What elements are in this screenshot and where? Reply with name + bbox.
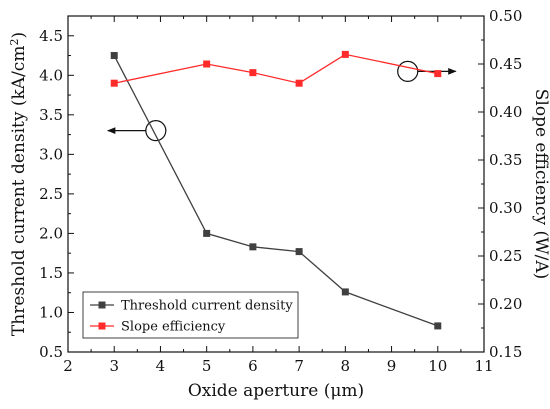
data-point-slope xyxy=(110,79,118,87)
x-tick-label: 10 xyxy=(428,357,447,375)
y-left-tick-label: 2.0 xyxy=(39,224,63,242)
y-right-tick-label: 0.50 xyxy=(489,7,522,25)
data-point-slope xyxy=(295,79,303,87)
y-right-tick-label: 0.40 xyxy=(489,103,522,121)
y-left-axis-title: Threshold current density (kA/cm2) xyxy=(8,32,30,336)
legend-box xyxy=(82,291,299,339)
legend-marker-threshold xyxy=(98,301,106,309)
y-left-tick-label: 3.0 xyxy=(39,145,63,163)
y-left-tick-label: 2.5 xyxy=(39,185,63,203)
x-tick-label: 3 xyxy=(109,357,119,375)
data-point-threshold xyxy=(110,52,118,60)
y-right-axis-title: Slope efficiency (W/A) xyxy=(531,89,550,279)
series-line-slope xyxy=(114,53,438,84)
data-point-slope xyxy=(434,70,442,78)
legend-marker-slope xyxy=(98,322,106,330)
data-point-threshold xyxy=(203,229,211,237)
y-right-tick-label: 0.30 xyxy=(489,199,522,217)
data-point-threshold xyxy=(434,322,442,330)
y-left-tick-label: 3.5 xyxy=(39,106,63,124)
x-tick-label: 4 xyxy=(156,357,166,375)
annotation-circle xyxy=(397,60,419,82)
axis-ticks: 2 3 4 5 6 7 8 9 10 11 0.5 1.0 1.5 2.0 2.5 3.0 3.5 4.0 4.5 0… xyxy=(39,7,522,375)
x-axis-title: Oxide aperture (μm) xyxy=(188,381,364,401)
y-right-tick-label: 0.45 xyxy=(489,55,522,73)
y-right-tick-label: 0.15 xyxy=(489,343,522,361)
y-right-tick-label: 0.20 xyxy=(489,295,522,313)
legend: Threshold current density Slope efficien… xyxy=(82,291,299,339)
y-left-tick-label: 4.5 xyxy=(39,27,63,45)
y-right-tick-label: 0.35 xyxy=(489,151,522,169)
legend-label-threshold: Threshold current density xyxy=(121,299,293,314)
x-tick-label: 5 xyxy=(202,357,212,375)
data-point-slope xyxy=(249,69,257,77)
data-point-slope xyxy=(203,60,211,68)
y-left-tick-label: 4.0 xyxy=(39,66,63,84)
data-point-slope xyxy=(341,50,349,58)
x-tick-label: 2 xyxy=(63,357,73,375)
y-left-tick-label: 0.5 xyxy=(39,343,63,361)
data-point-threshold xyxy=(341,288,349,296)
annotation-circle xyxy=(145,120,167,142)
data-point-threshold xyxy=(249,243,257,251)
series-layer xyxy=(110,50,442,330)
y-right-tick-label: 0.25 xyxy=(489,247,522,265)
x-tick-label: 9 xyxy=(387,357,397,375)
y-left-tick-label: 1.0 xyxy=(39,303,63,321)
x-tick-label: 7 xyxy=(294,357,304,375)
y-left-tick-label: 1.5 xyxy=(39,264,63,282)
series-line-threshold xyxy=(113,55,439,327)
data-point-threshold xyxy=(295,248,303,256)
x-tick-label: 8 xyxy=(341,357,351,375)
x-tick-label: 11 xyxy=(474,357,493,375)
x-tick-label: 6 xyxy=(248,357,258,375)
legend-label-slope: Slope efficiency xyxy=(121,320,226,335)
